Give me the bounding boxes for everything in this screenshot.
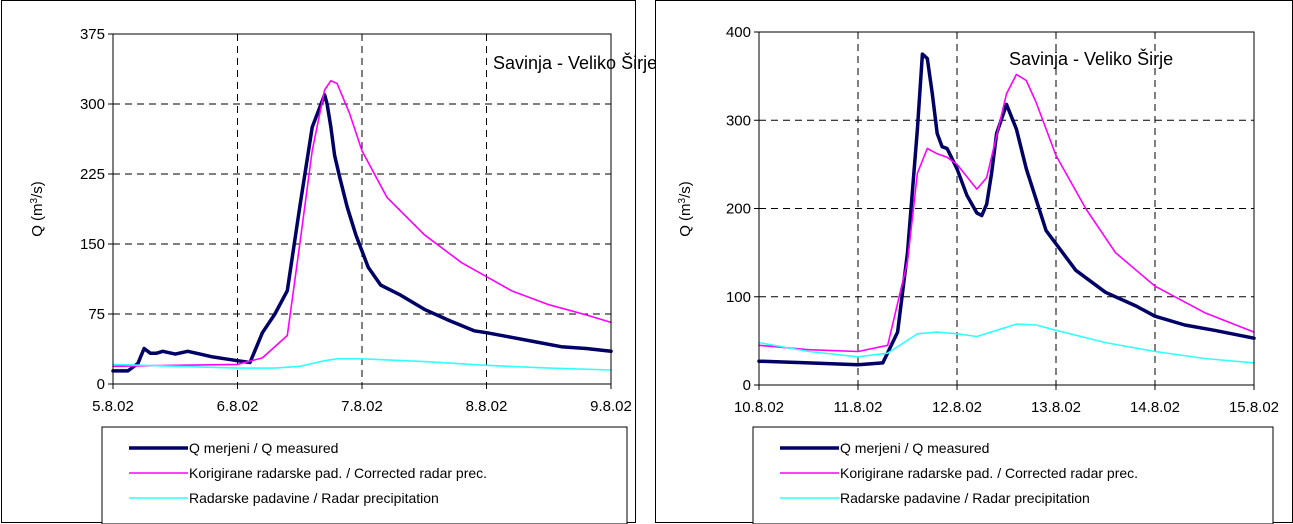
x-tick-label: 5.8.02 <box>92 398 134 415</box>
y-tick-label: 300 <box>80 96 105 113</box>
x-tick-label: 15.8.02 <box>1229 399 1279 416</box>
x-tick-label: 13.8.02 <box>1031 399 1081 416</box>
legend-label: Radarske padavine / Radar precipitation <box>840 490 1090 506</box>
x-tick-label: 9.8.02 <box>590 398 632 415</box>
x-tick-label: 6.8.02 <box>217 398 259 415</box>
x-tick-label: 14.8.02 <box>1130 399 1180 416</box>
y-tick-label: 300 <box>726 112 751 129</box>
x-tick-label: 12.8.02 <box>932 399 982 416</box>
y-tick-label: 200 <box>726 201 751 218</box>
y-tick-label: 100 <box>726 289 751 306</box>
series-line-radar <box>758 323 1255 364</box>
legend-box <box>101 426 628 524</box>
y-tick-label: 75 <box>88 306 105 323</box>
y-tick-label: 400 <box>726 24 751 41</box>
left-chart-panel: 0 75 150 225 300 375 5.8.02 6.8.02 7.8.02 8.8.02 9… <box>1 0 657 524</box>
y-axis-label: Q (m3/s) <box>29 181 47 237</box>
legend-label: Q merjeni / Q measured <box>189 440 338 456</box>
left-chart: 0 75 150 225 300 375 5.8.02 6.8.02 7.8.02 8.8.02 9… <box>29 26 657 524</box>
legend-label: Korigirane radarske pad. / Corrected rad… <box>840 465 1138 481</box>
y-axis-label: Q (m3/s) <box>677 181 695 237</box>
x-tick-label: 11.8.02 <box>834 399 883 416</box>
y-tick-label: 150 <box>80 236 105 253</box>
y-tick-label: 0 <box>97 376 105 393</box>
y-tick-label: 375 <box>80 26 105 43</box>
y-tick-label: 225 <box>80 166 105 183</box>
chart-annotation: Savinja - Veliko Širje <box>493 52 657 73</box>
legend-label: Q merjeni / Q measured <box>840 440 989 456</box>
series-line-corrected <box>758 73 1255 353</box>
x-tick-label: 7.8.02 <box>341 398 383 415</box>
right-chart-panel: 0 100 200 300 400 10.8.02 11.8.02 12.8.02 13.8.0… <box>655 0 1293 524</box>
right-chart: 0 100 200 300 400 10.8.02 11.8.02 12.8.02 13.8.0… <box>677 24 1279 524</box>
x-tick-label: 8.8.02 <box>466 398 508 415</box>
x-tick-label: 10.8.02 <box>734 399 784 416</box>
series-line-corrected <box>112 79 612 368</box>
series-line-measured <box>111 92 613 373</box>
legend-box <box>752 426 1274 524</box>
series-line-measured <box>757 52 1256 367</box>
legend-label: Radarske padavine / Radar precipitation <box>189 490 439 506</box>
y-tick-label: 0 <box>743 377 751 394</box>
series-line-radar <box>112 357 612 371</box>
chart-annotation: Savinja - Veliko Širje <box>1009 48 1173 69</box>
legend-label: Korigirane radarske pad. / Corrected rad… <box>189 465 487 481</box>
